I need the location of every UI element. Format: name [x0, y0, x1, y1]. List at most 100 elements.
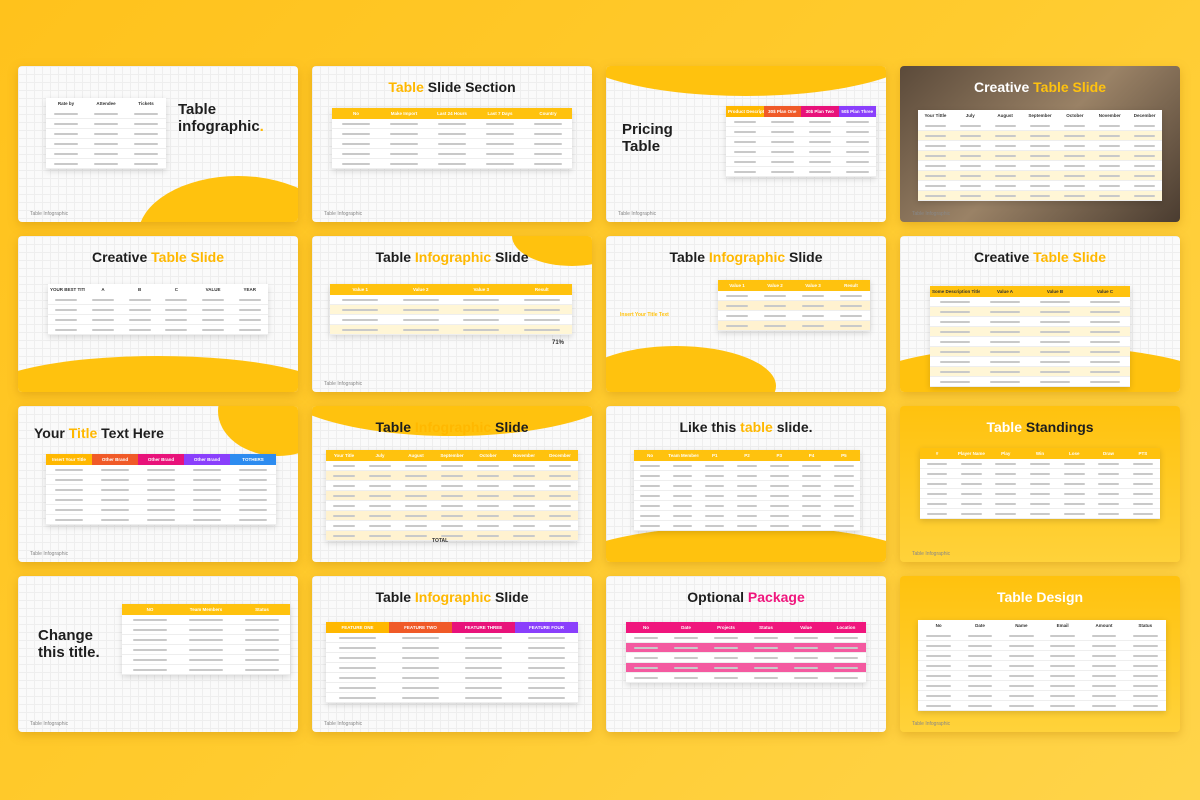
cell-placeholder [1029, 134, 1051, 137]
table-cell [398, 494, 434, 497]
header-cell: # [920, 448, 955, 459]
table-cell [1127, 194, 1162, 197]
table-cell [85, 328, 122, 331]
cell-placeholder [846, 170, 869, 173]
table-cell [794, 304, 832, 307]
cell-placeholder [133, 638, 167, 641]
table-cell [1125, 684, 1166, 687]
cell-placeholder [441, 524, 463, 527]
table-cell [1057, 462, 1091, 465]
table-row [930, 347, 1130, 357]
table-cell [764, 130, 802, 133]
slide-title: Creative Table Slide [900, 79, 1180, 95]
table-cell [362, 504, 398, 507]
cell-placeholder [1132, 472, 1154, 475]
cell-placeholder [640, 464, 660, 467]
table-header: No Make Import Last 24 Hours Last 7 Days Cou… [332, 108, 572, 119]
table-cell [178, 638, 234, 641]
cell-placeholder [926, 502, 948, 505]
header-cell: No [634, 450, 667, 461]
cell-placeholder [405, 474, 427, 477]
table-row [332, 139, 572, 149]
cell-placeholder [437, 142, 467, 145]
table-row [326, 501, 578, 511]
cell-placeholder [924, 174, 946, 177]
table-row [726, 147, 876, 157]
table-cell [512, 298, 573, 301]
cell-placeholder [769, 464, 789, 467]
cell-placeholder [405, 514, 427, 517]
table-cell [46, 122, 86, 125]
header-cell: 30$ Plan Two [801, 106, 839, 117]
table-cell [918, 194, 953, 197]
table-cell [699, 524, 731, 527]
cell-placeholder [1064, 144, 1086, 147]
table-cell [452, 686, 515, 689]
table-cell [1092, 154, 1127, 157]
cell-placeholder [834, 494, 854, 497]
table: FEATURE ONE FEATURE TWO FEATURE THREE FEATU… [326, 622, 578, 703]
table-cell [666, 474, 698, 477]
table-cell [1080, 340, 1130, 343]
cell-placeholder [165, 328, 188, 331]
table-cell [1001, 634, 1042, 637]
table-cell [954, 462, 988, 465]
cell-placeholder [128, 308, 151, 311]
table-cell [839, 120, 877, 123]
table-cell [954, 502, 988, 505]
table-cell [634, 494, 666, 497]
table-cell [839, 150, 877, 153]
cell-placeholder [333, 494, 355, 497]
table-cell [726, 140, 764, 143]
table-cell [959, 644, 1000, 647]
table-cell [524, 142, 572, 145]
table-cell [764, 150, 802, 153]
table-cell [195, 298, 232, 301]
cell-placeholder [549, 504, 571, 507]
table-header: NO Team Members Status [122, 604, 290, 615]
table-cell [980, 370, 1030, 373]
slide-card: Your Title Text Here Insert Your Title Oth… [18, 406, 298, 562]
table-row [918, 141, 1162, 151]
table-cell [178, 658, 234, 661]
slide-title: Table Standings [900, 419, 1180, 435]
table-cell [1126, 472, 1160, 475]
table-cell [746, 636, 786, 639]
table-cell [398, 464, 434, 467]
table-cell [362, 494, 398, 497]
cell-placeholder [1040, 310, 1070, 313]
table-cell [85, 318, 122, 321]
slide-footer: Table Infographic [912, 551, 951, 557]
cell-placeholder [994, 164, 1016, 167]
header-cell: October [1057, 110, 1093, 121]
cell-placeholder [477, 484, 499, 487]
table-cell [1083, 654, 1124, 657]
table-cell [930, 340, 980, 343]
cell-placeholder [1063, 502, 1085, 505]
cell-placeholder [634, 646, 658, 649]
table-cell [1030, 380, 1080, 383]
table-cell [122, 628, 178, 631]
table-cell [230, 478, 276, 481]
table-row [46, 515, 276, 525]
slide-title: Table infographic. [178, 101, 288, 135]
table-cell [731, 474, 763, 477]
table-cell [666, 646, 706, 649]
cell-placeholder [994, 174, 1016, 177]
table-cell [195, 318, 232, 321]
table-row [634, 491, 860, 501]
table-cell [542, 524, 578, 527]
table-cell [506, 524, 542, 527]
cell-placeholder [674, 676, 698, 679]
cell-placeholder [533, 152, 563, 155]
cell-placeholder [1132, 664, 1158, 667]
cell-placeholder [189, 658, 223, 661]
table-row [326, 471, 578, 481]
slide-footer: Table Infographic [324, 721, 363, 727]
table-cell [389, 676, 452, 679]
table-cell [122, 668, 178, 671]
cell-placeholder [369, 534, 391, 537]
table-cell [362, 514, 398, 517]
header-cell: August [987, 110, 1023, 121]
